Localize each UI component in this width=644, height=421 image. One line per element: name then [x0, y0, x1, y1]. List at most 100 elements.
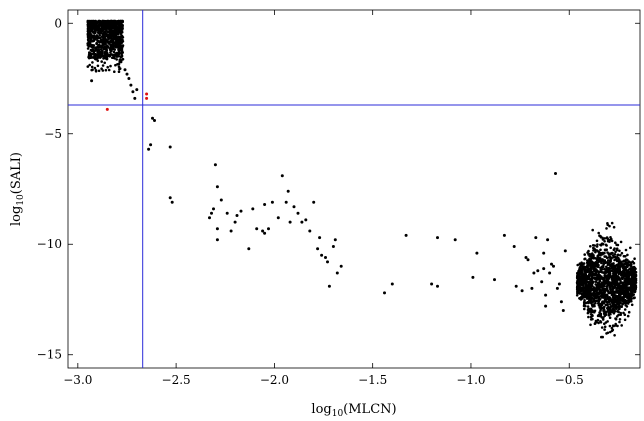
data-point [576, 289, 579, 293]
scatter-points [90, 68, 567, 312]
data-point [255, 227, 259, 231]
data-point [623, 301, 626, 305]
data-point [235, 214, 239, 217]
data-point [595, 245, 599, 248]
data-point [620, 298, 624, 302]
data-point [151, 116, 154, 120]
data-point [627, 268, 630, 272]
data-point [592, 299, 596, 303]
data-point [103, 47, 106, 50]
data-point [592, 264, 596, 268]
data-point [603, 328, 606, 331]
data-point [96, 64, 100, 68]
data-point [93, 53, 96, 56]
data-point [625, 288, 628, 292]
data-point [87, 39, 90, 43]
data-point [90, 79, 94, 83]
data-point [544, 293, 548, 297]
data-point [98, 23, 101, 27]
x-tick-label: −1.0 [456, 373, 485, 387]
data-point [106, 19, 110, 23]
data-point [607, 309, 611, 312]
data-point [607, 266, 611, 270]
data-point [588, 298, 591, 302]
data-point [131, 90, 135, 94]
data-point [145, 96, 149, 100]
data-point [116, 63, 119, 66]
data-point [589, 245, 592, 248]
data-point [119, 40, 123, 44]
data-point [623, 308, 627, 311]
data-point [601, 288, 604, 291]
data-point [632, 266, 635, 269]
data-point [609, 290, 613, 294]
data-point [276, 216, 280, 220]
data-point [622, 268, 625, 272]
data-point [102, 57, 105, 60]
data-point [606, 294, 609, 298]
data-point [623, 318, 627, 322]
data-point [614, 250, 617, 254]
data-point [540, 280, 544, 284]
data-point [267, 227, 270, 231]
data-point [577, 269, 580, 273]
data-point [613, 294, 617, 297]
data-point [608, 316, 612, 320]
data-point [135, 88, 139, 92]
data-point [630, 265, 633, 268]
data-point [215, 185, 219, 189]
data-point [626, 291, 629, 295]
data-point [589, 277, 592, 281]
data-point [602, 296, 606, 299]
data-point [617, 298, 620, 302]
data-point [629, 272, 632, 276]
data-point [99, 31, 102, 34]
data-point [91, 35, 94, 39]
data-point [100, 67, 103, 70]
data-point [90, 52, 93, 56]
data-point [526, 258, 530, 262]
data-point [117, 70, 121, 73]
data-point [596, 296, 600, 299]
x-axis-ticks: −3.0 −2.5 −2.0 −1.5 −1.0 −0.5 [63, 10, 584, 387]
data-point [622, 311, 625, 315]
data-point [580, 270, 584, 274]
data-point [611, 295, 615, 299]
plot-area [68, 10, 640, 368]
data-point [168, 145, 172, 149]
data-point [133, 96, 137, 100]
data-point [300, 220, 304, 224]
data-point [106, 22, 110, 25]
data-point [596, 285, 600, 289]
data-point [296, 211, 300, 215]
data-point [129, 83, 133, 87]
data-point [591, 228, 594, 232]
data-point [98, 53, 102, 56]
data-point [90, 65, 94, 69]
data-point [502, 233, 506, 237]
data-point [215, 238, 219, 242]
data-point [603, 285, 606, 288]
x-tick-label: −2.5 [162, 373, 191, 387]
data-point [95, 53, 99, 57]
data-point [591, 282, 594, 285]
data-point [117, 65, 121, 68]
data-point [600, 326, 604, 329]
data-point [591, 273, 594, 277]
data-point [620, 251, 624, 255]
data-point [586, 305, 590, 308]
data-point [580, 287, 583, 290]
data-point [605, 236, 609, 239]
data-point [534, 236, 538, 240]
data-point [625, 258, 628, 261]
data-point [597, 231, 600, 235]
data-point [618, 249, 621, 253]
data-point [599, 292, 603, 295]
data-point [436, 236, 439, 240]
data-point [593, 296, 597, 300]
data-point [113, 48, 116, 51]
data-point [590, 292, 594, 296]
data-point [597, 299, 601, 303]
data-point [596, 314, 600, 318]
